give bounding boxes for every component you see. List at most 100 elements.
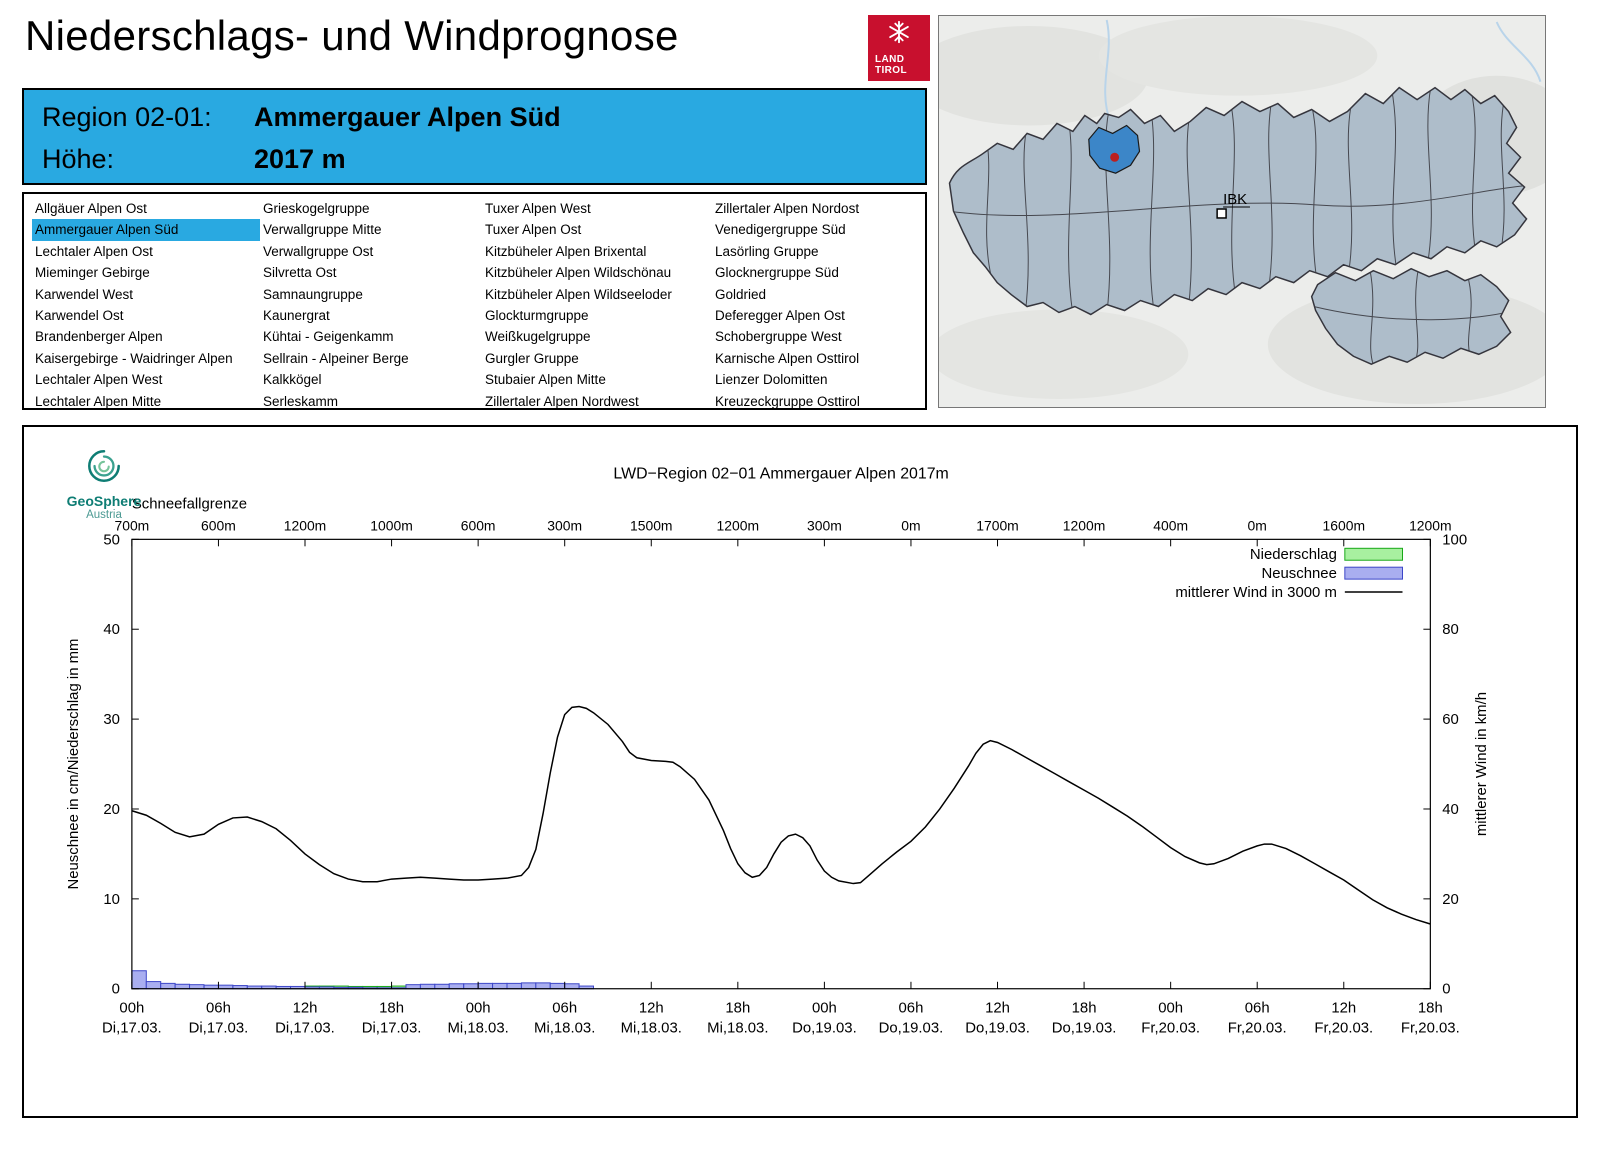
neuschnee-bar <box>535 982 551 990</box>
x-tick-day: Di,17.03. <box>102 1020 162 1036</box>
region-list-item[interactable]: Glockturmgruppe <box>485 307 589 323</box>
region-list-item[interactable]: Serleskamm <box>263 393 339 408</box>
region-list-item[interactable]: Lechtaler Alpen West <box>35 372 163 388</box>
plot-border <box>131 538 1431 990</box>
snowline-value: 1700m <box>976 517 1019 533</box>
x-tick-day: Mi,18.03. <box>534 1020 595 1036</box>
snowline-value: 600m <box>461 517 496 533</box>
region-list-item[interactable]: Tuxer Alpen Ost <box>485 222 582 238</box>
region-list-item[interactable]: Schobergruppe West <box>715 329 842 345</box>
x-tick-day: Do,19.03. <box>879 1020 944 1036</box>
snowline-value: 400m <box>1153 517 1188 533</box>
region-list-item[interactable]: Samnaungruppe <box>263 286 363 302</box>
region-list-item[interactable]: Sellrain - Alpeiner Berge <box>263 350 409 366</box>
region-label: Region 02-01: <box>42 101 212 132</box>
region-list-item[interactable]: Verwallgruppe Mitte <box>263 222 382 238</box>
neuschnee-bar <box>405 984 421 990</box>
region-list-item[interactable]: Silvretta Ost <box>263 265 337 281</box>
region-list-item[interactable]: Zillertaler Alpen Nordwest <box>485 393 639 408</box>
region-list-item[interactable]: Lasörling Gruppe <box>715 243 819 259</box>
region-list-item[interactable]: Kaisergebirge - Waidringer Alpen <box>35 350 233 366</box>
region-list-item[interactable]: Venedigergruppe Süd <box>715 222 846 238</box>
region-list-item[interactable]: Karwendel West <box>35 286 134 302</box>
y-right-tick: 60 <box>1442 712 1459 728</box>
wind-line <box>131 705 1431 925</box>
neuschnee-bar <box>477 982 494 990</box>
neuschnee-bar <box>448 983 465 990</box>
altitude-value: 2017 m <box>254 143 346 174</box>
region-list-item[interactable]: Deferegger Alpen Ost <box>715 307 845 323</box>
region-list-item[interactable]: Tuxer Alpen West <box>485 201 591 216</box>
snowline-value: 1200m <box>717 517 760 533</box>
x-tick-day: Fr,20.03. <box>1141 1020 1200 1036</box>
x-tick-hour: 12h <box>639 1001 664 1017</box>
region-list-item[interactable]: Mieminger Gebirge <box>35 265 150 281</box>
region-list-item[interactable]: Kühtai - Geigenkamm <box>263 329 394 345</box>
region-list-item[interactable]: Verwallgruppe Ost <box>263 243 374 259</box>
region-list-item[interactable]: Lienzer Dolomitten <box>715 372 828 388</box>
x-tick-hour: 06h <box>1245 1001 1270 1017</box>
x-tick-day: Fr,20.03. <box>1401 1020 1460 1036</box>
region-name: Ammergauer Alpen Süd <box>254 101 561 132</box>
region-list-item[interactable]: Kitzbüheler Alpen Wildschönau <box>485 265 672 281</box>
x-tick-day: Do,19.03. <box>1052 1020 1117 1036</box>
region-list-column: Zillertaler Alpen Nordost Venedigergruppe… <box>712 198 925 408</box>
x-tick-hour: 00h <box>119 1001 144 1017</box>
land-tirol-logo: LAND TIROL <box>868 15 930 81</box>
region-list-item[interactable]: Zillertaler Alpen Nordost <box>715 201 860 216</box>
snowline-value: 1200m <box>1409 517 1452 533</box>
river-line <box>1104 19 1112 124</box>
x-tick-day: Di,17.03. <box>275 1020 335 1036</box>
neuschnee-bar <box>520 982 537 990</box>
region-list-column: Tuxer Alpen West Tuxer Alpen Ost Kitzbühel… <box>482 198 712 408</box>
x-tick-hour: 06h <box>899 1001 924 1017</box>
y-right-tick: 0 <box>1442 982 1450 998</box>
y-left-axis-title: Neuschnee in cm/Niederschlag in mm <box>66 639 82 890</box>
region-list-item[interactable]: Weißkugelgruppe <box>485 329 591 345</box>
region-list-column: Allgäuer Alpen Ost Ammergauer Alpen Süd Le… <box>32 198 260 408</box>
neuschnee-bar <box>463 983 479 990</box>
region-list-item[interactable]: Kalkkögel <box>263 372 322 388</box>
x-tick-day: Fr,20.03. <box>1228 1020 1287 1036</box>
region-list-item[interactable]: Brandenberger Alpen <box>35 329 163 345</box>
region-list-item[interactable]: Lechtaler Alpen Mitte <box>35 393 162 408</box>
snowline-value: 1200m <box>284 517 327 533</box>
region-list-item[interactable]: Stubaier Alpen Mitte <box>485 372 606 388</box>
region-list-item[interactable]: Grieskogelgruppe <box>263 201 370 216</box>
region-list-item[interactable]: Ammergauer Alpen Süd <box>32 219 260 241</box>
snowline-value: 1600m <box>1323 517 1366 533</box>
snowline-value: 300m <box>547 517 582 533</box>
snowline-value: 600m <box>201 517 236 533</box>
neuschnee-bar <box>564 983 580 990</box>
region-list-item[interactable]: Goldried <box>715 286 767 302</box>
x-tick-day: Di,17.03. <box>189 1020 249 1036</box>
region-list-item[interactable]: Kitzbüheler Alpen Brixental <box>485 243 647 259</box>
x-tick-day: Fr,20.03. <box>1314 1020 1373 1036</box>
region-list-item[interactable]: Lechtaler Alpen Ost <box>35 243 153 259</box>
region-list-item[interactable]: Kitzbüheler Alpen Wildseeloder <box>485 286 672 302</box>
region-list-item[interactable]: Karnische Alpen Osttirol <box>715 350 860 366</box>
snowline-value: 1200m <box>1063 517 1106 533</box>
region-list-item[interactable]: Gurgler Gruppe <box>485 350 579 366</box>
region-list-item[interactable]: Karwendel Ost <box>35 307 124 323</box>
legend-label: mittlerer Wind in 3000 m <box>1175 585 1337 601</box>
y-left-tick: 10 <box>103 892 120 908</box>
region-list-item[interactable]: Allgäuer Alpen Ost <box>35 201 147 216</box>
y-left-tick: 0 <box>112 982 120 998</box>
land-tirol-label: LAND TIROL <box>875 54 907 76</box>
snowline-value: 1500m <box>630 517 673 533</box>
x-tick-hour: 18h <box>1418 1001 1443 1017</box>
region-list-item[interactable]: Kreuzeckgruppe Osttirol <box>715 393 860 408</box>
region-list-item[interactable]: Kaunergrat <box>263 307 330 323</box>
station-dot <box>1110 152 1120 162</box>
neuschnee-bar <box>549 982 566 990</box>
x-tick-hour: 18h <box>725 1001 750 1017</box>
selected-region-shape[interactable] <box>1088 124 1141 174</box>
neuschnee-bar <box>419 983 436 990</box>
x-tick-hour: 06h <box>206 1001 231 1017</box>
y-right-tick: 20 <box>1442 892 1459 908</box>
snowflake-icon <box>889 20 909 44</box>
neuschnee-bar <box>189 984 205 990</box>
region-list-item[interactable]: Glocknergruppe Süd <box>715 265 839 281</box>
region-borders <box>949 87 1527 315</box>
